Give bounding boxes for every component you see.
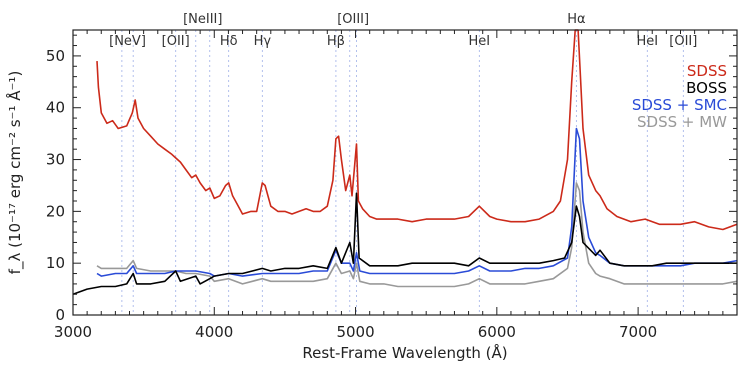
y-tick-label: 30 — [46, 151, 65, 169]
line-label-3: Hδ — [220, 34, 238, 49]
plot-frame — [72, 29, 738, 316]
line-label-6: [OIII] — [337, 12, 369, 27]
legend-entry-0: SDSS — [687, 62, 727, 80]
legend-entry-2: SDSS + SMC — [632, 96, 727, 114]
line-label-2: [NeIII] — [183, 12, 222, 27]
series-line-2 — [96, 127, 738, 277]
line-label-8: Hα — [567, 12, 585, 27]
line-label-5: Hβ — [327, 34, 345, 49]
spectra-series — [72, 29, 738, 296]
series-line-1 — [72, 192, 737, 296]
series-line-0 — [96, 29, 738, 231]
x-axis-ticks: 3000 4000 5000 6000 7000 — [54, 30, 738, 341]
line-label-10: [OII] — [669, 34, 697, 49]
y-tick-label: 50 — [46, 47, 65, 65]
legend-entry-3: SDSS + MW — [637, 113, 727, 131]
line-label-4: Hγ — [254, 34, 272, 49]
x-tick-label: 3000 — [54, 323, 92, 341]
series-line-3 — [96, 182, 738, 288]
y-tick-label: 10 — [46, 254, 65, 272]
y-tick-label: 20 — [46, 202, 65, 220]
x-tick-label: 6000 — [478, 323, 516, 341]
y-tick-label: 0 — [55, 306, 65, 324]
line-label-7: HeI — [469, 34, 491, 49]
y-axis-label: f_λ (10⁻¹⁷ erg cm⁻² s⁻¹ Å⁻¹) — [5, 71, 25, 275]
y-tick-label: 40 — [46, 99, 65, 117]
y-axis-ticks: 0 10 20 30 40 50 — [46, 34, 737, 324]
x-tick-label: 5000 — [336, 323, 374, 341]
line-label-9: HeI — [636, 34, 658, 49]
x-tick-label: 7000 — [619, 323, 657, 341]
line-label-1: [OII] — [162, 34, 190, 49]
legend-entry-1: BOSS — [686, 79, 727, 97]
emission-line-labels: [NeV] [OII] [NeIII] Hδ Hγ Hβ [OIII] HeI Hα HeI [OI… — [109, 12, 697, 49]
x-axis-label: Rest-Frame Wavelength (Å) — [302, 343, 507, 362]
x-tick-label: 4000 — [195, 323, 233, 341]
line-label-0: [NeV] — [109, 34, 146, 49]
